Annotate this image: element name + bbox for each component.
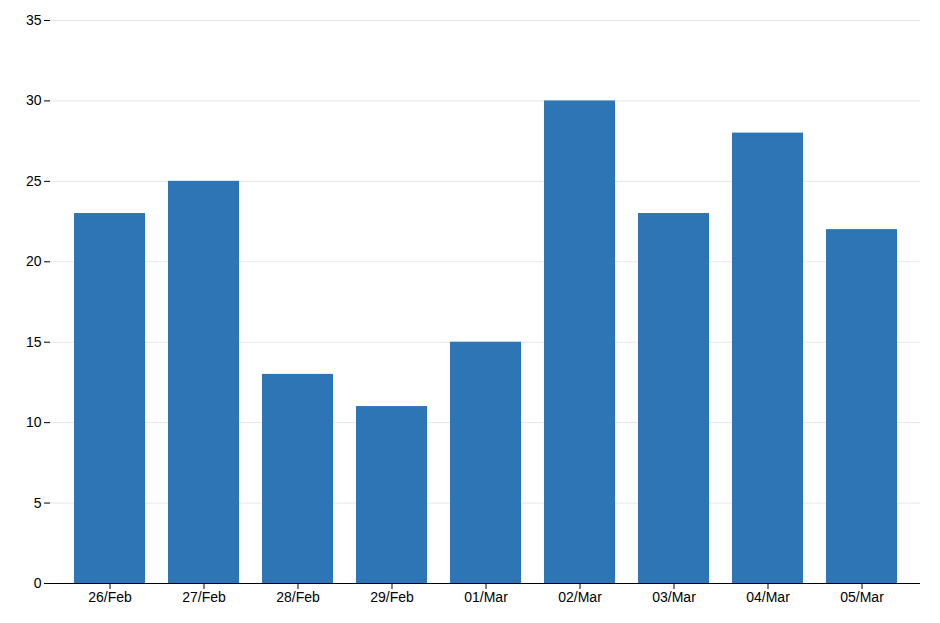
svg-text:0: 0	[34, 575, 42, 591]
svg-text:10: 10	[26, 414, 42, 430]
svg-text:03/Mar: 03/Mar	[652, 589, 696, 605]
svg-text:01/Mar: 01/Mar	[464, 589, 508, 605]
svg-text:20: 20	[26, 253, 42, 269]
svg-text:26/Feb: 26/Feb	[88, 589, 132, 605]
svg-text:04/Mar: 04/Mar	[746, 589, 790, 605]
svg-text:28/Feb: 28/Feb	[276, 589, 320, 605]
svg-text:30: 30	[26, 92, 42, 108]
svg-text:02/Mar: 02/Mar	[558, 589, 602, 605]
svg-text:05/Mar: 05/Mar	[840, 589, 884, 605]
svg-text:25: 25	[26, 173, 42, 189]
svg-text:5: 5	[34, 495, 42, 511]
svg-text:35: 35	[26, 12, 42, 28]
svg-text:15: 15	[26, 334, 42, 350]
svg-text:29/Feb: 29/Feb	[370, 589, 414, 605]
svg-text:27/Feb: 27/Feb	[182, 589, 226, 605]
